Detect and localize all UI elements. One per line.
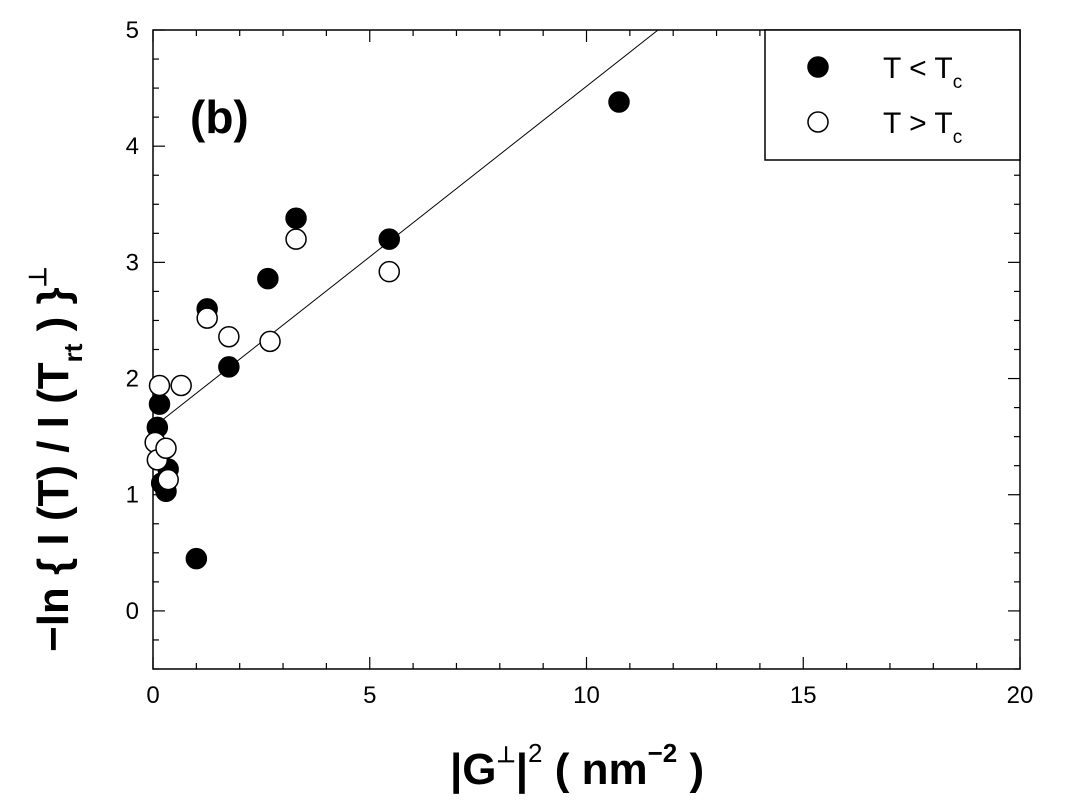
data-point-below-tc bbox=[378, 228, 401, 250]
y-tick-label: 0 bbox=[126, 598, 139, 625]
legend-entry-below-tc: T < Tc bbox=[883, 52, 962, 93]
y-tick-label: 2 bbox=[126, 366, 139, 393]
x-tick-label: 15 bbox=[790, 682, 817, 709]
y-tick-label: 3 bbox=[126, 249, 139, 276]
legend: T < Tc T > Tc bbox=[764, 29, 1021, 161]
legend-marker-open bbox=[807, 111, 829, 133]
data-point-above-tc bbox=[170, 374, 192, 397]
legend-entry-above-tc: T > Tc bbox=[883, 107, 962, 148]
tick-labels: 0 5 10 15 20 0 1 2 3 4 5 bbox=[126, 17, 1034, 709]
x-tick-label: 5 bbox=[363, 682, 376, 709]
data-point-above-tc bbox=[196, 307, 218, 329]
data-point-above-tc bbox=[155, 437, 177, 460]
data-point-below-tc bbox=[285, 207, 307, 229]
y-axis-label: −ln { I (T) / I (Trt ) }⊥ bbox=[25, 266, 88, 652]
data-point-above-tc bbox=[378, 260, 401, 283]
data-point-above-tc bbox=[157, 468, 179, 491]
data-point-below-tc bbox=[185, 547, 208, 570]
x-axis-label: |G⊥|2 ( nm−2 ) bbox=[450, 738, 704, 795]
data-point-above-tc bbox=[259, 330, 281, 353]
y-tick-label: 4 bbox=[126, 133, 139, 160]
data-points bbox=[144, 91, 630, 570]
legend-marker-filled bbox=[807, 56, 829, 78]
x-tick-label: 0 bbox=[146, 682, 159, 709]
data-point-below-tc bbox=[608, 91, 630, 113]
legend-box bbox=[764, 29, 1021, 161]
y-tick-label: 5 bbox=[126, 17, 139, 44]
data-point-above-tc bbox=[218, 325, 240, 348]
data-point-above-tc bbox=[285, 228, 307, 250]
y-tick-label: 1 bbox=[126, 482, 139, 509]
data-point-below-tc bbox=[257, 267, 279, 290]
panel-label: (b) bbox=[190, 91, 249, 143]
x-tick-label: 20 bbox=[1007, 682, 1034, 709]
data-point-below-tc bbox=[148, 393, 171, 415]
x-tick-label: 10 bbox=[573, 682, 600, 709]
data-point-below-tc bbox=[218, 356, 240, 378]
data-point-above-tc bbox=[148, 374, 171, 397]
